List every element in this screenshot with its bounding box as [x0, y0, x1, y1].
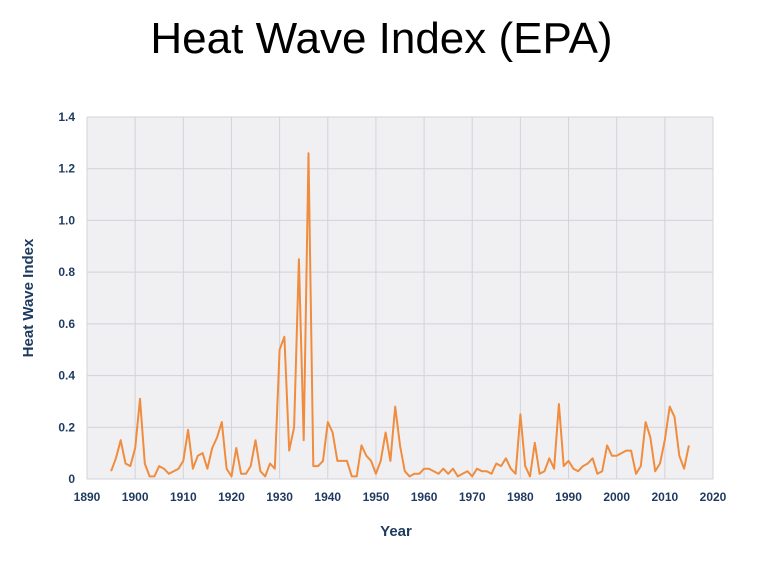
- plot-area: [87, 117, 713, 479]
- x-tick-label: 1960: [411, 490, 438, 504]
- x-tick-label: 1890: [74, 490, 101, 504]
- x-tick-label: 1950: [363, 490, 390, 504]
- x-tick-label: 1970: [459, 490, 486, 504]
- y-tick-label: 1.2: [58, 162, 75, 176]
- x-axis-title: Year: [380, 523, 412, 540]
- y-tick-label: 0.2: [58, 420, 75, 434]
- x-tick-label: 1910: [170, 490, 197, 504]
- y-tick-label: 0.4: [58, 369, 75, 383]
- series-line: [110, 152, 690, 478]
- y-tick-label: 0.8: [58, 265, 75, 279]
- x-tick-label: 1990: [555, 490, 582, 504]
- y-tick-label: 0: [68, 472, 75, 486]
- slide-title: Heat Wave Index (EPA): [150, 14, 613, 63]
- x-tick-label: 2010: [651, 490, 678, 504]
- y-axis-title: Heat Wave Index: [20, 238, 37, 357]
- y-tick-label: 0.6: [58, 317, 75, 331]
- x-tick-label: 2000: [603, 490, 630, 504]
- x-tick-labels: 1890 1900 1910 1920 1930 1940 1950 1960 1970 1980…: [74, 490, 727, 504]
- y-tick-label: 1.4: [58, 110, 75, 124]
- gridlines: [86, 116, 714, 480]
- x-tick-label: 1920: [218, 490, 245, 504]
- x-tick-label: 1980: [507, 490, 534, 504]
- x-tick-label: 2020: [700, 490, 727, 504]
- x-tick-label: 1900: [122, 490, 149, 504]
- y-tick-labels: 0 0.2 0.4 0.6 0.8 1.0 1.2 1.4: [58, 110, 75, 486]
- x-tick-label: 1940: [314, 490, 341, 504]
- y-tick-label: 1.0: [58, 213, 75, 227]
- x-tick-label: 1930: [266, 490, 293, 504]
